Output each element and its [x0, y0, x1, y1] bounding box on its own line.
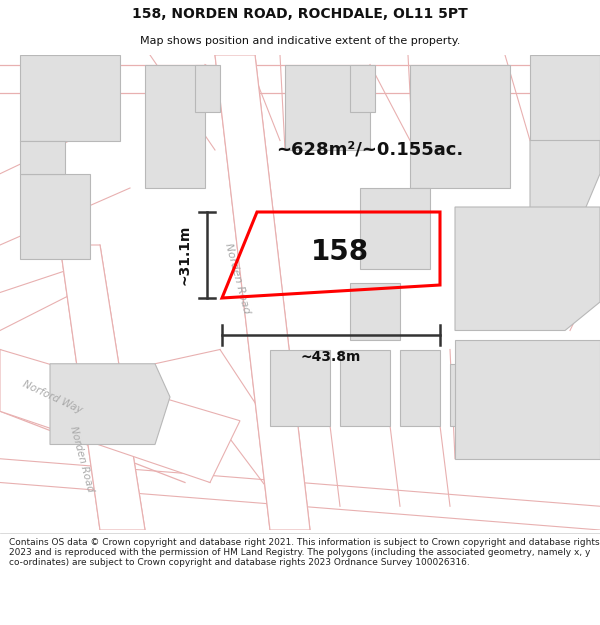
- Polygon shape: [400, 349, 440, 426]
- Polygon shape: [215, 55, 310, 530]
- Polygon shape: [530, 141, 600, 221]
- Polygon shape: [285, 64, 370, 150]
- Polygon shape: [455, 207, 600, 331]
- Polygon shape: [145, 64, 205, 188]
- Text: Contains OS data © Crown copyright and database right 2021. This information is : Contains OS data © Crown copyright and d…: [9, 538, 599, 568]
- Text: Norford Way: Norford Way: [20, 379, 83, 415]
- Text: ~628m²/~0.155ac.: ~628m²/~0.155ac.: [277, 141, 464, 159]
- Polygon shape: [60, 245, 145, 530]
- Text: 158: 158: [311, 238, 369, 266]
- Polygon shape: [20, 55, 120, 141]
- Polygon shape: [340, 349, 390, 426]
- Polygon shape: [530, 55, 600, 141]
- Polygon shape: [410, 64, 510, 188]
- Text: Map shows position and indicative extent of the property.: Map shows position and indicative extent…: [140, 36, 460, 46]
- Text: ~31.1m: ~31.1m: [178, 225, 192, 285]
- Text: Norden Road: Norden Road: [223, 242, 251, 314]
- Polygon shape: [450, 364, 490, 426]
- Text: ~43.8m: ~43.8m: [301, 350, 361, 364]
- Polygon shape: [0, 55, 600, 530]
- Polygon shape: [350, 64, 375, 112]
- Text: 158, NORDEN ROAD, ROCHDALE, OL11 5PT: 158, NORDEN ROAD, ROCHDALE, OL11 5PT: [132, 7, 468, 21]
- Polygon shape: [0, 349, 240, 482]
- Polygon shape: [20, 174, 90, 259]
- Polygon shape: [455, 340, 600, 459]
- Polygon shape: [20, 141, 65, 174]
- Text: Norden Road: Norden Road: [68, 424, 95, 493]
- Polygon shape: [195, 64, 220, 112]
- Polygon shape: [360, 188, 430, 269]
- Polygon shape: [270, 349, 330, 426]
- Polygon shape: [350, 283, 400, 340]
- Polygon shape: [50, 364, 170, 444]
